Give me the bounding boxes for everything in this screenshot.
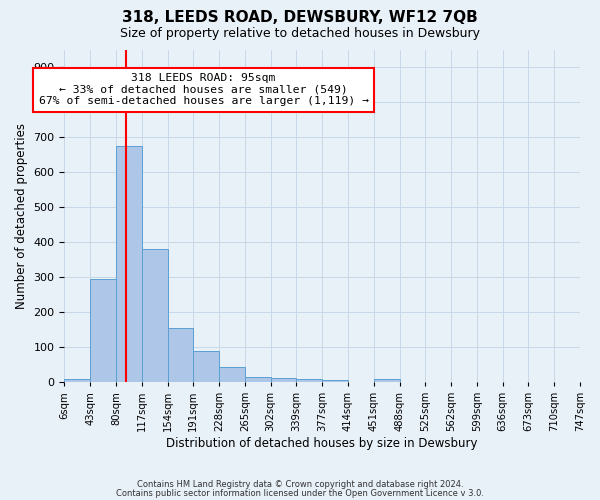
Text: 318, LEEDS ROAD, DEWSBURY, WF12 7QB: 318, LEEDS ROAD, DEWSBURY, WF12 7QB xyxy=(122,10,478,25)
Bar xyxy=(271,378,296,382)
Bar xyxy=(296,378,322,382)
Y-axis label: Number of detached properties: Number of detached properties xyxy=(15,123,28,309)
X-axis label: Distribution of detached houses by size in Dewsbury: Distribution of detached houses by size … xyxy=(166,437,478,450)
Text: Contains HM Land Registry data © Crown copyright and database right 2024.: Contains HM Land Registry data © Crown c… xyxy=(137,480,463,489)
Bar xyxy=(64,378,90,382)
Bar xyxy=(167,328,193,382)
Bar xyxy=(374,379,400,382)
Bar xyxy=(245,377,271,382)
Text: Size of property relative to detached houses in Dewsbury: Size of property relative to detached ho… xyxy=(120,28,480,40)
Bar xyxy=(90,279,116,382)
Bar xyxy=(142,249,167,382)
Bar xyxy=(193,350,219,382)
Bar xyxy=(116,146,142,382)
Text: 318 LEEDS ROAD: 95sqm
← 33% of detached houses are smaller (549)
67% of semi-det: 318 LEEDS ROAD: 95sqm ← 33% of detached … xyxy=(38,73,368,106)
Text: Contains public sector information licensed under the Open Government Licence v : Contains public sector information licen… xyxy=(116,488,484,498)
Bar xyxy=(322,380,348,382)
Bar xyxy=(219,368,245,382)
